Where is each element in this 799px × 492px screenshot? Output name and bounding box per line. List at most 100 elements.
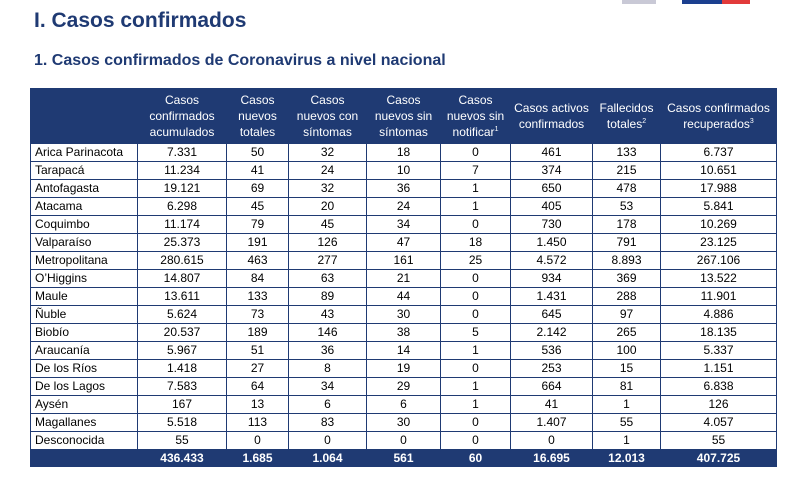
column-header-label: Casos confirmados acumulados xyxy=(149,93,215,139)
value-cell: 19.121 xyxy=(137,179,227,198)
table-row: Aysén 167 13 6 6 1 41 1 126 xyxy=(30,395,777,414)
value-cell: 11.234 xyxy=(137,161,227,180)
table-header-row: Casos confirmados acumulados Casos nuevos… xyxy=(30,88,777,144)
value-cell: 17.988 xyxy=(660,179,777,198)
value-cell: 53 xyxy=(592,197,661,216)
value-cell: 0 xyxy=(440,143,511,162)
subsection-title: 1. Casos confirmados de Coronavirus a ni… xyxy=(34,52,446,69)
value-cell: 5 xyxy=(440,323,511,342)
value-cell: 18 xyxy=(366,143,441,162)
value-cell: 11.174 xyxy=(137,215,227,234)
column-header: Casos nuevos totales xyxy=(226,88,289,144)
table-row: Coquimbo 11.174 79 45 34 0 730 178 10.269 xyxy=(30,215,777,234)
table-row: Desconocida 55 0 0 0 0 0 1 55 xyxy=(30,431,777,450)
value-cell: 11.901 xyxy=(660,287,777,306)
value-cell: 133 xyxy=(226,287,289,306)
value-cell: 100 xyxy=(592,341,661,360)
value-cell: 0 xyxy=(440,269,511,288)
column-header: Casos nuevos sin notificar1 xyxy=(440,88,511,144)
value-cell: 64 xyxy=(226,377,289,396)
region-name-cell: Biobío xyxy=(30,323,138,342)
value-cell: 478 xyxy=(592,179,661,198)
value-cell: 461 xyxy=(510,143,593,162)
value-cell: 267.106 xyxy=(660,251,777,270)
value-cell: 133 xyxy=(592,143,661,162)
value-cell: 730 xyxy=(510,215,593,234)
section-title: I. Casos confirmados xyxy=(34,9,247,32)
logo-bar-gray xyxy=(622,0,656,4)
table-row: Valparaíso 25.373 191 126 47 18 1.450 791 23.125 xyxy=(30,233,777,252)
total-cell: 436.433 xyxy=(137,449,227,467)
footnote-marker: 1 xyxy=(494,126,499,133)
value-cell: 34 xyxy=(288,377,367,396)
value-cell: 81 xyxy=(592,377,661,396)
value-cell: 146 xyxy=(288,323,367,342)
value-cell: 55 xyxy=(137,431,227,450)
value-cell: 20.537 xyxy=(137,323,227,342)
logo-bar-red xyxy=(722,0,750,4)
value-cell: 0 xyxy=(366,431,441,450)
value-cell: 1.407 xyxy=(510,413,593,432)
footnote-marker: 3 xyxy=(749,118,754,125)
value-cell: 1.450 xyxy=(510,233,593,252)
region-name-cell: Ñuble xyxy=(30,305,138,324)
value-cell: 23.125 xyxy=(660,233,777,252)
value-cell: 45 xyxy=(288,215,367,234)
value-cell: 36 xyxy=(366,179,441,198)
value-cell: 27 xyxy=(226,359,289,378)
value-cell: 89 xyxy=(288,287,367,306)
header-region xyxy=(30,88,138,144)
value-cell: 83 xyxy=(288,413,367,432)
value-cell: 69 xyxy=(226,179,289,198)
value-cell: 45 xyxy=(226,197,289,216)
region-name-cell: O’Higgins xyxy=(30,269,138,288)
table-row: Araucanía 5.967 51 36 14 1 536 100 5.337 xyxy=(30,341,777,360)
region-name-cell: De los Ríos xyxy=(30,359,138,378)
column-header-label: Casos nuevos totales xyxy=(238,93,277,139)
value-cell: 79 xyxy=(226,215,289,234)
region-name-cell: Desconocida xyxy=(30,431,138,450)
value-cell: 55 xyxy=(592,413,661,432)
value-cell: 0 xyxy=(510,431,593,450)
value-cell: 288 xyxy=(592,287,661,306)
value-cell: 29 xyxy=(366,377,441,396)
value-cell: 4.572 xyxy=(510,251,593,270)
column-header: Casos nuevos con síntomas xyxy=(288,88,367,144)
value-cell: 30 xyxy=(366,413,441,432)
value-cell: 97 xyxy=(592,305,661,324)
value-cell: 645 xyxy=(510,305,593,324)
value-cell: 126 xyxy=(288,233,367,252)
value-cell: 21 xyxy=(366,269,441,288)
value-cell: 13.522 xyxy=(660,269,777,288)
table-row: Antofagasta 19.121 69 32 36 1 650 478 17.988 xyxy=(30,179,777,198)
total-row: 436.433 1.685 1.064 561 60 16.695 12.013 407.72… xyxy=(30,449,777,467)
total-cell: 561 xyxy=(366,449,441,467)
value-cell: 5.624 xyxy=(137,305,227,324)
value-cell: 6.838 xyxy=(660,377,777,396)
value-cell: 7.331 xyxy=(137,143,227,162)
value-cell: 178 xyxy=(592,215,661,234)
value-cell: 5.967 xyxy=(137,341,227,360)
column-header-label: Casos nuevos con síntomas xyxy=(296,93,359,139)
column-header: Fallecidos totales2 xyxy=(592,88,661,144)
table-row: Maule 13.611 133 89 44 0 1.431 288 11.901 xyxy=(30,287,777,306)
region-name-cell: De los Lagos xyxy=(30,377,138,396)
region-name-cell: Aysén xyxy=(30,395,138,414)
total-cell: 12.013 xyxy=(592,449,661,467)
value-cell: 24 xyxy=(288,161,367,180)
value-cell: 126 xyxy=(660,395,777,414)
value-cell: 0 xyxy=(440,287,511,306)
value-cell: 44 xyxy=(366,287,441,306)
value-cell: 4.886 xyxy=(660,305,777,324)
value-cell: 374 xyxy=(510,161,593,180)
value-cell: 1 xyxy=(592,431,661,450)
value-cell: 20 xyxy=(288,197,367,216)
value-cell: 0 xyxy=(440,413,511,432)
value-cell: 1 xyxy=(592,395,661,414)
value-cell: 24 xyxy=(366,197,441,216)
value-cell: 8 xyxy=(288,359,367,378)
table-row: Magallanes 5.518 113 83 30 0 1.407 55 4.057 xyxy=(30,413,777,432)
value-cell: 30 xyxy=(366,305,441,324)
value-cell: 5.518 xyxy=(137,413,227,432)
value-cell: 6.737 xyxy=(660,143,777,162)
